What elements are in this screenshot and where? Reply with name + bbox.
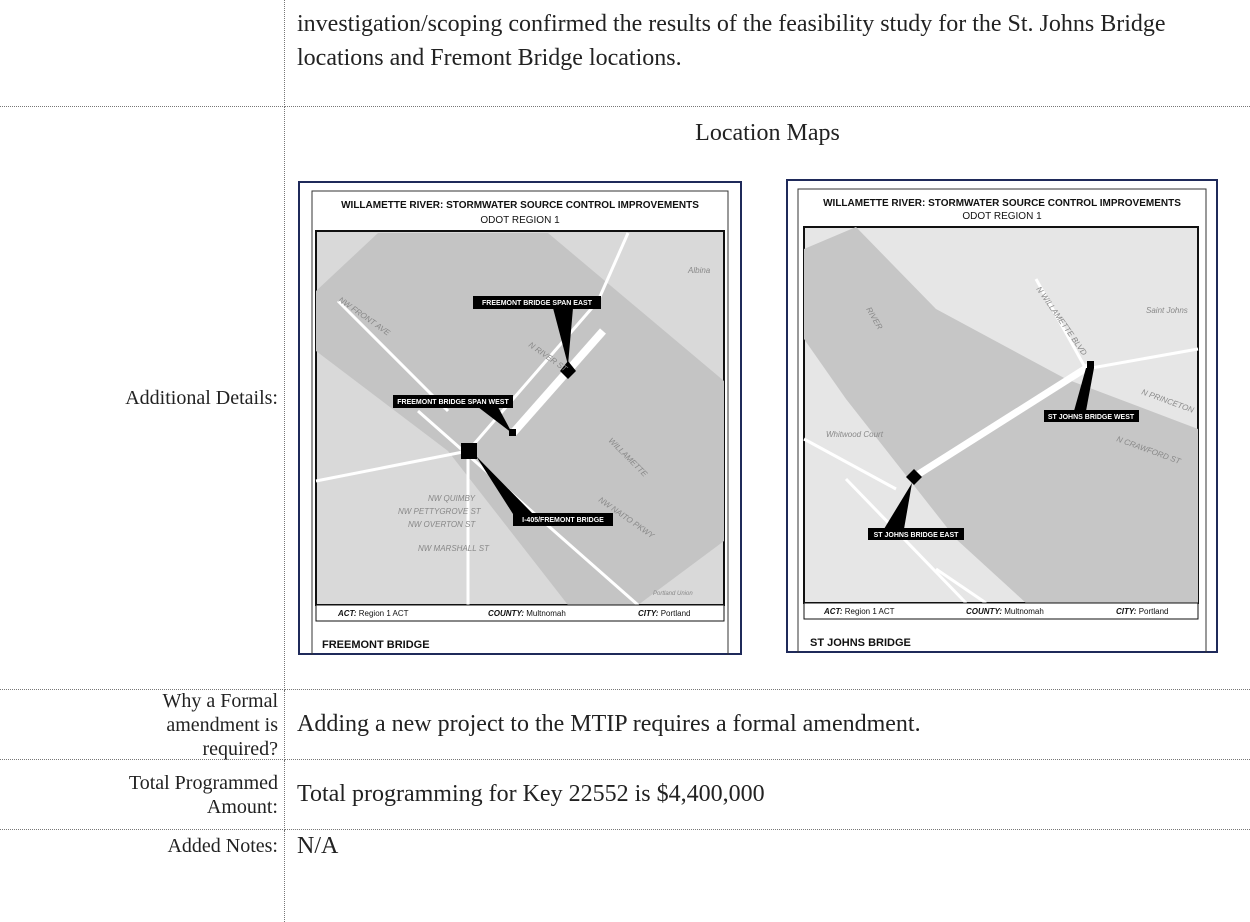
pin <box>461 443 477 459</box>
place: Albina <box>687 266 711 275</box>
content-cell: Total programming for Key 22552 is $4,40… <box>285 760 1250 830</box>
footer-key: ACT: <box>823 607 843 616</box>
footer-value: Multnomah <box>1004 607 1044 616</box>
map-title: WILLAMETTE RIVER: STORMWATER SOURCE CONT… <box>823 198 1181 209</box>
row-label: Total Programmed Amount: <box>98 771 278 819</box>
footer-value: Portland <box>1139 607 1169 616</box>
row-label: Added Notes: <box>167 834 278 858</box>
map-title: WILLAMETTE RIVER: STORMWATER SOURCE CONT… <box>341 200 699 211</box>
page: investigation/scoping confirmed the resu… <box>0 0 1250 922</box>
row-label: Why a Formal amendment is required? <box>128 689 278 761</box>
footer-value: Multnomah <box>526 609 566 618</box>
svg-text:ACT: Region 1 ACT: ACT: Region 1 ACT <box>337 609 409 618</box>
pin-label: FREEMONT BRIDGE SPAN EAST <box>482 300 593 307</box>
content-cell: investigation/scoping confirmed the resu… <box>285 0 1250 107</box>
place: Portland Union <box>653 591 693 597</box>
place: NW MARSHALL ST <box>418 544 490 553</box>
place: Whitwood Court <box>826 430 884 439</box>
map-region: ODOT REGION 1 <box>480 215 560 226</box>
map-name: ST JOHNS BRIDGE <box>810 637 911 649</box>
content-cell: Adding a new project to the MTIP require… <box>285 690 1250 760</box>
svg-text:CITY: Portland: CITY: Portland <box>638 609 690 618</box>
maps-heading: Location Maps <box>285 120 1250 147</box>
pin-label: ST JOHNS BRIDGE EAST <box>874 532 960 539</box>
content-cell: N/A <box>285 830 1250 922</box>
pin-label: FREEMONT BRIDGE SPAN WEST <box>397 399 509 406</box>
place: NW PETTYGROVE ST <box>398 507 482 516</box>
footer-value: Region 1 ACT <box>359 609 409 618</box>
pin <box>1087 361 1094 368</box>
place: Saint Johns <box>1146 306 1188 315</box>
footer-key: COUNTY: <box>966 607 1002 616</box>
pin-label: ST JOHNS BRIDGE WEST <box>1048 414 1135 421</box>
map-name: FREEMONT BRIDGE <box>322 639 430 651</box>
label-cell: Total Programmed Amount: <box>0 760 285 830</box>
map-st-johns: WILLAMETTE RIVER: STORMWATER SOURCE CONT… <box>786 179 1218 653</box>
label-cell <box>0 0 285 107</box>
svg-text:CITY: Portland: CITY: Portland <box>1116 607 1168 616</box>
map-region: ODOT REGION 1 <box>962 211 1042 222</box>
svg-text:ACT: Region 1 ACT: ACT: Region 1 ACT <box>823 607 895 616</box>
place: NW OVERTON ST <box>408 520 476 529</box>
footer-key: ACT: <box>337 609 357 618</box>
footer-value: Portland <box>661 609 691 618</box>
svg-text:COUNTY: Multnomah: COUNTY: Multnomah <box>488 609 566 618</box>
label-cell: Added Notes: <box>0 830 285 922</box>
footer-key: CITY: <box>1116 607 1137 616</box>
svg-text:COUNTY: Multnomah: COUNTY: Multnomah <box>966 607 1044 616</box>
label-cell: Why a Formal amendment is required? <box>0 690 285 760</box>
pin-label: I-405/FREMONT BRIDGE <box>522 517 604 524</box>
footer-key: COUNTY: <box>488 609 524 618</box>
map-freemont: WILLAMETTE RIVER: STORMWATER SOURCE CONT… <box>298 181 742 655</box>
row-label: Additional Details: <box>125 386 278 410</box>
footer-value: Region 1 ACT <box>845 607 895 616</box>
label-cell: Additional Details: <box>0 107 285 690</box>
footer-key: CITY: <box>638 609 659 618</box>
place: NW QUIMBY <box>428 494 476 503</box>
